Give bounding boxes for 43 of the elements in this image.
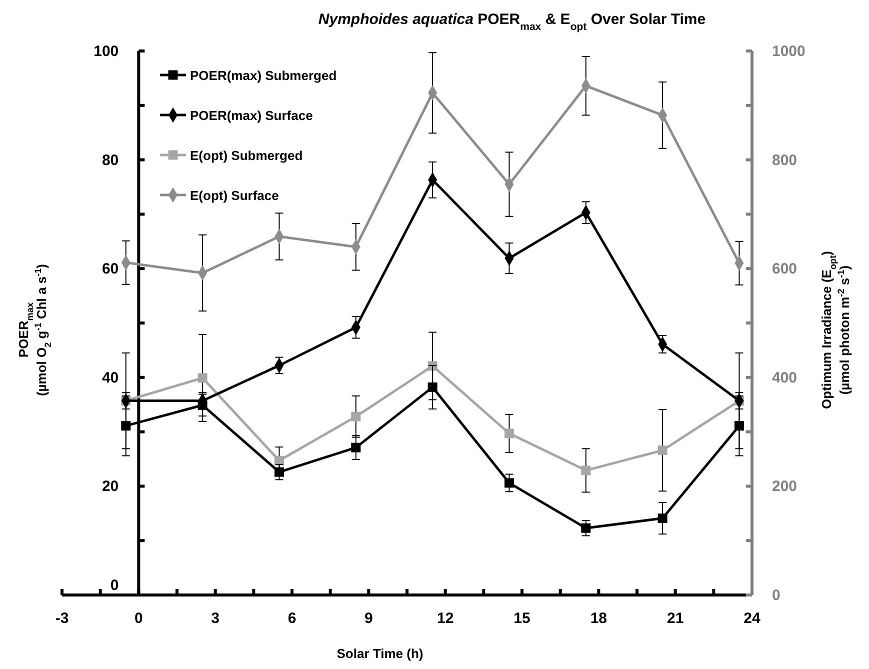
y-tick-label: 0 (110, 577, 119, 594)
y-tick-label: 40 (102, 369, 119, 386)
point (121, 421, 131, 431)
x-tick-label: 3 (211, 610, 220, 627)
x-tick-label: 18 (590, 610, 608, 627)
x-tick-label: 12 (436, 610, 454, 627)
legend-label: E(opt) Surface (190, 188, 279, 203)
x-tick-label: 6 (288, 610, 296, 627)
y2-tick-label: 400 (772, 369, 798, 386)
x-tick-label: -3 (55, 610, 69, 627)
y-tick-label: 80 (102, 152, 119, 169)
x-tick-label: 24 (744, 610, 761, 627)
y-tick-label: 100 (94, 43, 119, 60)
point (734, 421, 744, 431)
legend-label: E(opt) Submerged (190, 148, 303, 163)
point (581, 466, 591, 476)
x-tick-label: 0 (134, 610, 143, 627)
legend-label: POER(max) Surface (190, 108, 313, 123)
x-tick-label: 15 (514, 610, 530, 627)
point (504, 478, 514, 488)
point (658, 514, 668, 524)
point (198, 373, 208, 383)
y2-tick-label: 800 (772, 152, 798, 169)
point (428, 382, 438, 392)
point (274, 456, 284, 466)
y2-tick-label: 200 (772, 478, 798, 496)
x-tick-label: 9 (364, 610, 373, 627)
y-tick-label: 20 (102, 478, 119, 496)
point (274, 467, 284, 477)
legend-label: POER(max) Submerged (190, 68, 337, 83)
point (658, 446, 668, 456)
point (581, 523, 591, 533)
y2-tick-label: 600 (772, 260, 798, 278)
x-axis-title: Solar Time (h) (336, 646, 424, 661)
y2-tick-label: 1000 (772, 43, 806, 60)
point (198, 400, 208, 410)
x-tick-label: 21 (666, 610, 684, 627)
y2-tick-label: 0 (772, 587, 780, 604)
point (504, 428, 514, 438)
y-tick-label: 60 (102, 260, 119, 278)
point (351, 442, 361, 452)
chart-title: Nymphoides aquatica POER$_{max}$ & E$_{opt}$ Over Solar Time (318, 11, 706, 33)
point (351, 412, 361, 422)
